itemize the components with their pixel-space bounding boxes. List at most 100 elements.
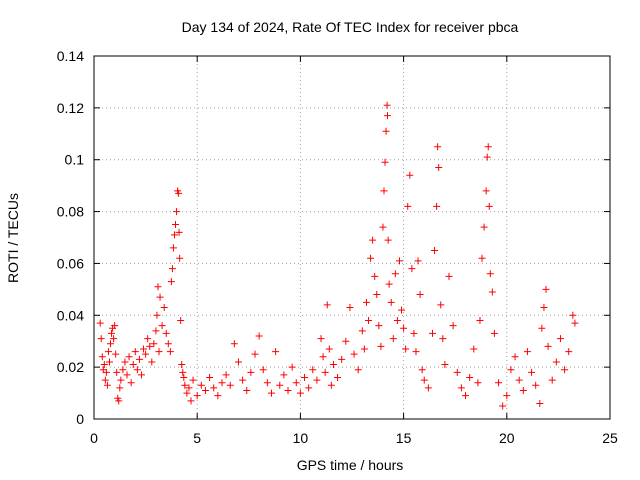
data-point-marker xyxy=(398,306,406,314)
data-point-marker xyxy=(380,187,388,195)
x-axis-tick-labels: 0 5 10 15 20 25 xyxy=(90,430,618,446)
data-point-marker xyxy=(176,254,184,262)
data-point-marker xyxy=(321,368,329,376)
data-point-marker xyxy=(173,208,181,216)
data-point-marker xyxy=(420,376,428,384)
data-point-marker xyxy=(503,392,511,400)
data-point-marker xyxy=(189,376,197,384)
data-point-marker xyxy=(387,298,395,306)
data-point-marker xyxy=(107,340,115,348)
data-point-marker xyxy=(178,361,186,369)
data-point-marker xyxy=(406,171,414,179)
y-tick-label: 0.06 xyxy=(57,255,84,271)
data-point-marker xyxy=(167,278,175,286)
data-point-marker xyxy=(276,381,284,389)
data-point-marker xyxy=(146,342,154,350)
data-point-marker xyxy=(369,236,377,244)
data-point-marker xyxy=(247,368,255,376)
data-point-marker xyxy=(327,381,335,389)
data-point-marker xyxy=(408,265,416,273)
data-point-marker xyxy=(544,342,552,350)
data-point-marker xyxy=(354,366,362,374)
data-point-marker xyxy=(113,368,121,376)
data-point-marker xyxy=(384,236,392,244)
data-point-marker xyxy=(418,366,426,374)
data-point-marker xyxy=(338,355,346,363)
data-point-marker xyxy=(152,327,160,335)
data-point-marker xyxy=(548,376,556,384)
data-point-marker xyxy=(280,371,288,379)
data-point-marker xyxy=(373,291,381,299)
data-point-marker xyxy=(319,353,327,361)
data-point-marker xyxy=(395,257,403,265)
data-point-marker xyxy=(166,348,174,356)
data-point-marker xyxy=(110,335,118,343)
data-point-marker xyxy=(381,158,389,166)
data-point-marker xyxy=(98,353,106,361)
data-point-marker xyxy=(140,345,148,353)
data-point-marker xyxy=(483,153,491,161)
data-point-marker xyxy=(350,350,358,358)
data-point-marker xyxy=(431,246,439,254)
data-point-marker xyxy=(495,379,503,387)
x-axis-label: GPS time / hours xyxy=(297,457,404,473)
data-point-marker xyxy=(445,272,453,280)
data-point-marker xyxy=(284,386,292,394)
data-point-marker xyxy=(414,257,422,265)
data-point-marker xyxy=(129,361,137,369)
data-point-marker xyxy=(201,386,209,394)
data-point-marker xyxy=(156,293,164,301)
data-point-marker xyxy=(150,340,158,348)
data-point-marker xyxy=(412,348,420,356)
data-point-marker xyxy=(540,304,548,312)
data-point-marker xyxy=(480,223,488,231)
x-tick-label: 15 xyxy=(396,430,412,446)
data-point-marker xyxy=(449,322,457,330)
data-point-marker xyxy=(230,340,238,348)
axis-ticks xyxy=(93,55,611,420)
data-point-marker xyxy=(457,384,465,392)
data-point-marker xyxy=(375,322,383,330)
data-point-marker xyxy=(515,376,523,384)
data-point-marker xyxy=(434,143,442,151)
x-tick-label: 20 xyxy=(499,430,515,446)
data-point-marker xyxy=(104,348,112,356)
y-tick-label: 0.04 xyxy=(57,307,84,323)
data-point-marker xyxy=(542,285,550,293)
data-point-marker xyxy=(379,223,387,231)
data-point-marker xyxy=(301,374,309,382)
data-point-marker xyxy=(103,381,111,389)
data-point-marker xyxy=(317,335,325,343)
data-point-marker xyxy=(474,379,482,387)
data-point-marker xyxy=(234,358,242,366)
y-tick-label: 0.12 xyxy=(57,100,84,116)
data-point-marker xyxy=(383,101,391,109)
data-point-marker xyxy=(389,335,397,343)
data-point-marker xyxy=(334,374,342,382)
data-point-marker xyxy=(292,379,300,387)
data-point-marker xyxy=(175,189,183,197)
data-point-marker xyxy=(144,335,152,343)
data-point-marker xyxy=(226,381,234,389)
data-point-marker xyxy=(385,280,393,288)
data-point-marker xyxy=(119,366,127,374)
data-point-marker xyxy=(131,348,139,356)
y-axis-tick-labels: 0 0.02 0.04 0.06 0.08 0.1 0.12 0.14 xyxy=(57,48,84,427)
data-point-marker xyxy=(367,254,375,262)
data-point-marker xyxy=(428,329,436,337)
data-point-marker xyxy=(155,348,163,356)
data-point-marker xyxy=(416,291,424,299)
data-point-marker xyxy=(466,374,474,382)
data-point-marker xyxy=(391,270,399,278)
data-point-marker xyxy=(538,324,546,332)
data-point-marker xyxy=(172,221,180,229)
data-point-marker xyxy=(127,379,135,387)
data-point-marker xyxy=(183,389,191,397)
data-point-marker xyxy=(181,381,189,389)
data-point-marker xyxy=(187,397,195,405)
data-point-marker xyxy=(125,353,133,361)
data-point-marker xyxy=(305,384,313,392)
y-axis-label: ROTI / TECUs xyxy=(5,193,21,283)
data-point-marker xyxy=(154,283,162,291)
